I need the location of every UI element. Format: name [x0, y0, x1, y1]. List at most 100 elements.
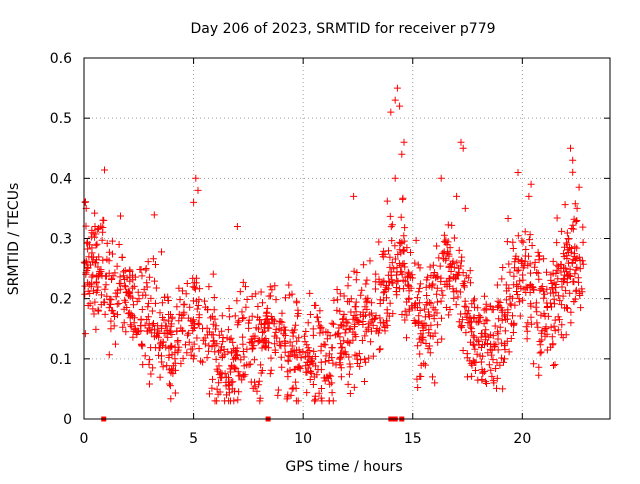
data-point: [561, 274, 568, 282]
data-point: [414, 294, 421, 302]
data-point: [427, 299, 435, 307]
data-point: [391, 174, 399, 182]
data-point: [325, 357, 333, 364]
data-point: [558, 301, 566, 309]
data-point: [264, 315, 272, 323]
data-point: [292, 378, 300, 386]
data-point: [571, 200, 579, 208]
data-point: [191, 324, 198, 332]
data-point: [336, 333, 344, 341]
data-point: [369, 352, 377, 360]
data-point: [501, 355, 508, 363]
data-point: [113, 262, 121, 270]
data-point: [248, 292, 256, 300]
data-point: [554, 275, 562, 283]
data-point: [429, 280, 437, 288]
data-point: [437, 174, 445, 182]
data-point: [462, 329, 470, 337]
data-point: [540, 255, 548, 263]
data-point: [204, 306, 212, 314]
data-point: [178, 312, 186, 319]
data-point: [144, 258, 152, 266]
data-point: [234, 318, 242, 326]
data-point: [209, 270, 217, 278]
data-point: [560, 264, 567, 272]
data-point: [154, 329, 161, 337]
data-point: [494, 335, 502, 343]
data-point: [336, 307, 344, 315]
data-point: [414, 384, 422, 391]
data-point: [321, 358, 329, 366]
data-point: [496, 299, 504, 306]
data-point: [270, 320, 278, 328]
data-point: [540, 294, 548, 302]
data-point: [184, 314, 192, 322]
data-point: [183, 280, 191, 287]
data-point: [543, 299, 551, 307]
data-point: [515, 266, 523, 274]
data-point: [345, 273, 353, 281]
data-point: [145, 360, 153, 368]
data-point: [180, 310, 188, 318]
data-point: [358, 286, 366, 294]
y-tick-label: 0.3: [50, 232, 72, 248]
data-point: [502, 296, 510, 304]
data-point: [527, 300, 535, 308]
data-point: [530, 360, 538, 368]
data-point: [264, 324, 272, 332]
data-point: [576, 265, 584, 273]
data-point: [121, 267, 129, 274]
data-point: [321, 341, 329, 349]
data-point: [192, 174, 200, 182]
data-point: [562, 331, 570, 339]
data-point: [337, 353, 345, 361]
data-point: [563, 279, 571, 287]
data-point: [480, 306, 488, 314]
data-point: [152, 284, 160, 292]
data-point: [482, 316, 490, 324]
data-point: [436, 262, 444, 270]
data-point: [551, 300, 558, 308]
data-point: [119, 323, 127, 331]
data-point: [518, 237, 526, 245]
data-point: [494, 303, 502, 311]
data-point: [158, 299, 166, 307]
data-point: [238, 308, 246, 316]
data-point: [225, 305, 233, 312]
data-point: [461, 310, 469, 318]
data-point: [452, 301, 460, 309]
data-point: [401, 316, 409, 324]
data-point: [168, 331, 176, 338]
data-point: [195, 296, 203, 304]
data-point: [422, 301, 430, 309]
data-point: [533, 269, 541, 276]
data-point: [498, 316, 506, 324]
data-point: [88, 229, 96, 237]
data-point: [541, 290, 549, 298]
data-point: [87, 233, 95, 241]
data-point: [462, 272, 470, 280]
data-point: [416, 350, 424, 358]
data-point: [212, 325, 219, 333]
x-tick-label: 10: [294, 431, 312, 447]
data-point: [354, 360, 362, 367]
data-point: [239, 371, 247, 379]
data-point: [416, 264, 424, 272]
data-point: [328, 379, 336, 387]
data-point: [527, 313, 535, 321]
data-point: [352, 276, 360, 284]
data-point: [396, 285, 404, 293]
data-point: [438, 287, 446, 295]
data-point: [563, 229, 571, 237]
data-point: [397, 213, 405, 221]
data-point: [188, 345, 196, 353]
data-point: [346, 363, 354, 371]
data-point: [316, 329, 324, 337]
data-point: [556, 297, 564, 305]
data-point: [439, 291, 447, 299]
data-point: [344, 339, 352, 346]
data-point: [328, 344, 336, 352]
data-point: [308, 369, 316, 377]
data-point: [126, 268, 134, 275]
